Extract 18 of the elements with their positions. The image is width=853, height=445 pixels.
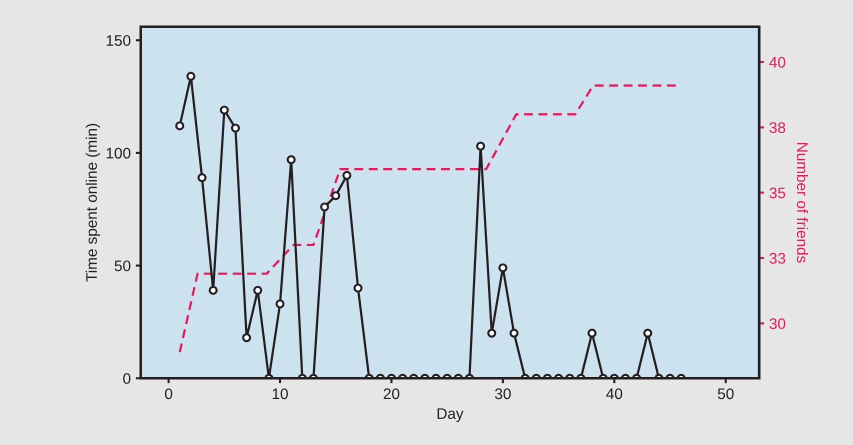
y-tick-label: 0 (123, 373, 130, 384)
y2-tick-label: 33 (769, 252, 786, 264)
y-tick-label: 50 (114, 260, 130, 272)
y2-tick-label: 30 (769, 318, 786, 330)
y2-axis-title: Number of friends (796, 143, 808, 263)
x-tick-label: 0 (164, 388, 172, 400)
x-axis-title: Day (438, 408, 464, 422)
x-tick-label: 20 (384, 388, 400, 400)
y-axis-title: Time spent online (min) (86, 124, 100, 282)
y-tick-label: 100 (106, 148, 130, 159)
x-tick-label: 50 (718, 388, 734, 400)
y2-tick-label: 40 (769, 56, 786, 68)
x-tick-label: 30 (494, 388, 511, 400)
y2-tick-label: 38 (769, 122, 786, 134)
x-tick-label: 40 (606, 388, 622, 400)
x-tick-label: 10 (272, 388, 288, 400)
y2-tick-label: 35 (769, 188, 786, 198)
y-tick-label: 150 (106, 35, 130, 46)
